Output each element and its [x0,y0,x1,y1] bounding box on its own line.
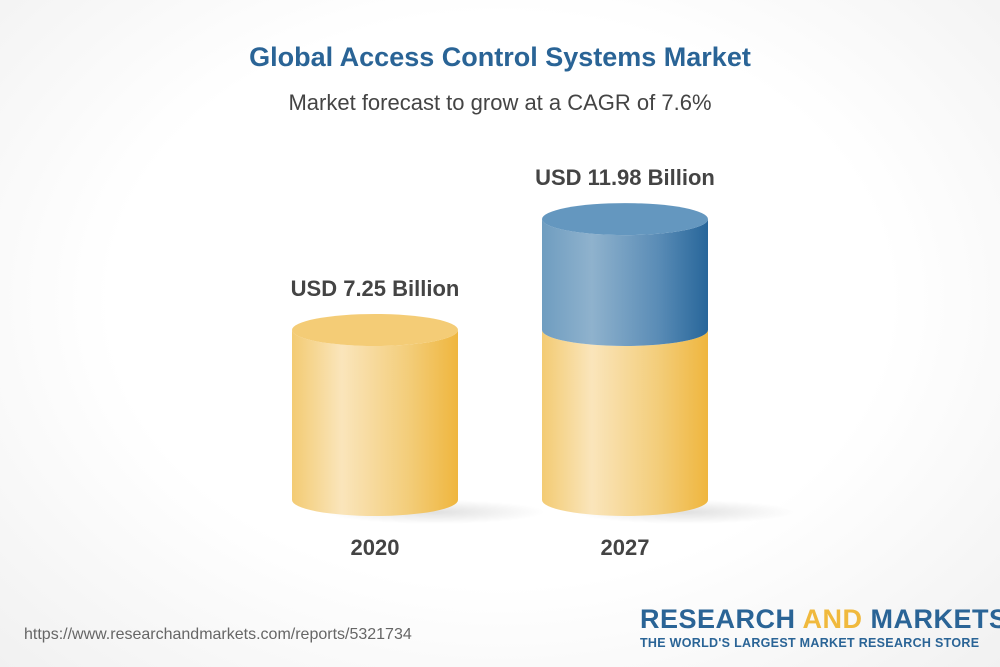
category-label-2020: 2020 [351,535,400,560]
cylinder-chart: USD 7.25 Billion USD 11.98 Billion 2020 … [291,165,795,560]
cylinder-top-2020 [292,314,458,346]
chart-subtitle: Market forecast to grow at a CAGR of 7.6… [288,90,712,115]
data-label-2027: USD 11.98 Billion [535,165,715,190]
logo-text-and: AND [802,604,863,634]
cylinder-top-2027 [542,203,708,236]
cylinder-base-2027 [542,330,708,516]
research-and-markets-logo: RESEARCH AND MARKETS THE WORLD'S LARGEST… [640,604,1000,650]
category-label-2027: 2027 [601,535,650,560]
chart-title: Global Access Control Systems Market [249,42,751,72]
logo-text-markets: MARKETS [862,604,1000,634]
logo-text-research: RESEARCH [640,604,803,634]
cylinder-growth-2027 [542,219,708,346]
source-url: https://www.researchandmarkets.com/repor… [24,626,412,643]
logo-tagline: THE WORLD'S LARGEST MARKET RESEARCH STOR… [640,636,980,650]
cylinder-base-2020 [292,330,458,516]
data-label-2020: USD 7.25 Billion [291,276,460,301]
